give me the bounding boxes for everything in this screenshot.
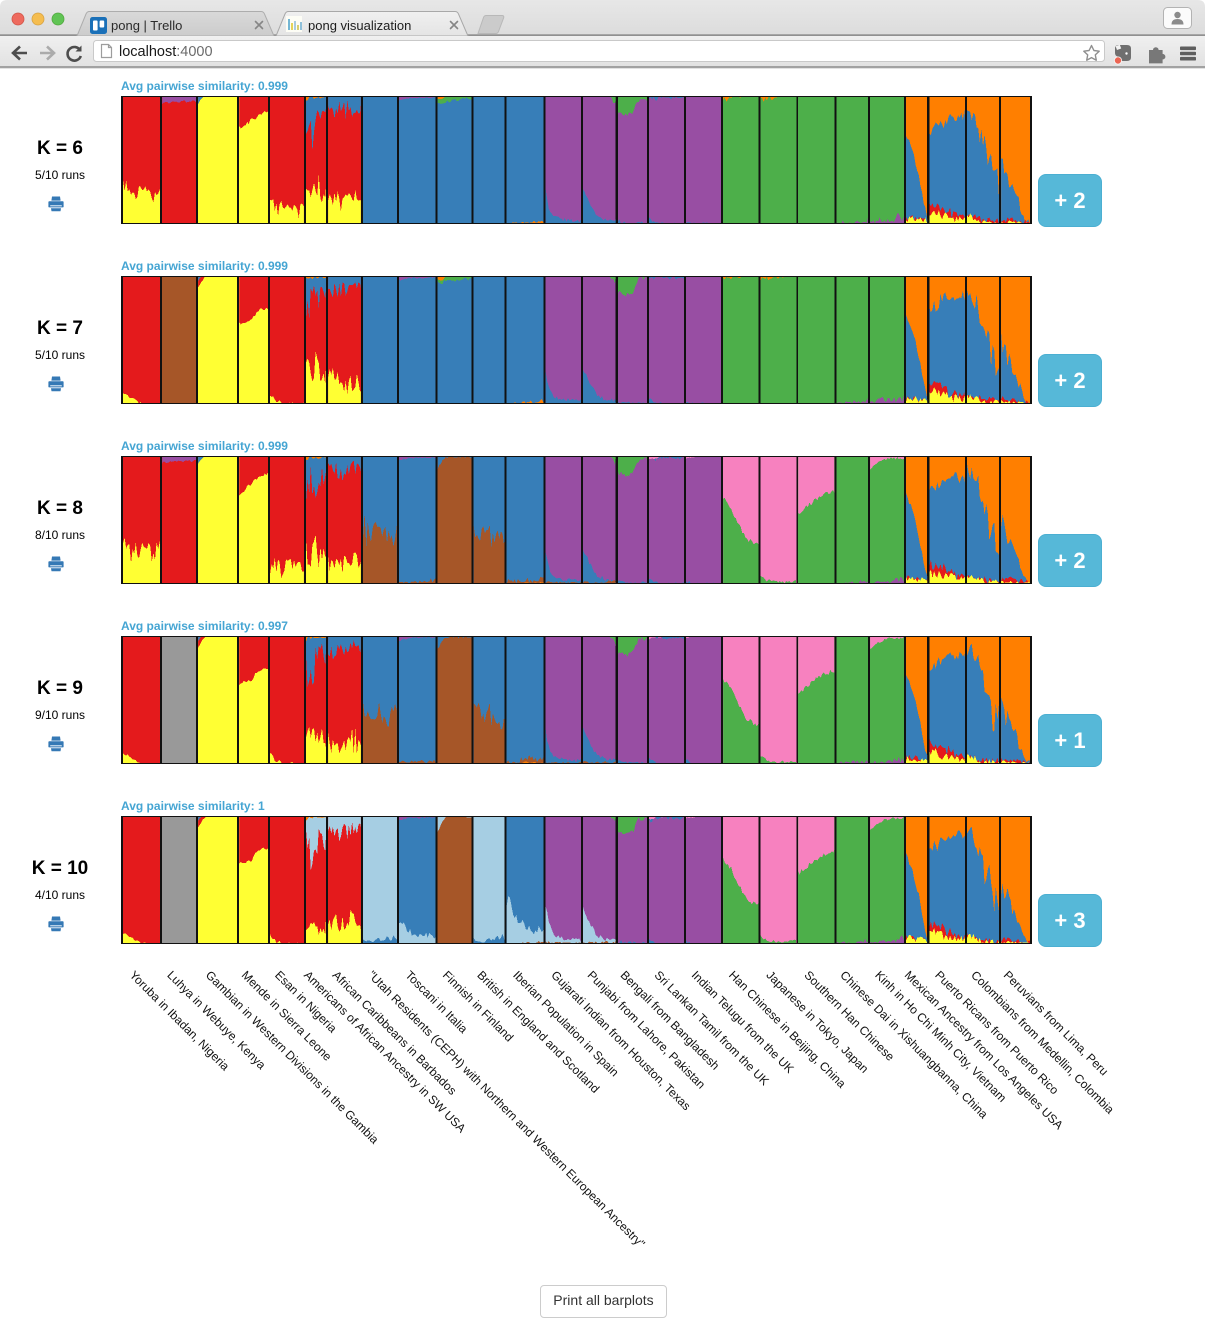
svg-text:pong | Trello: pong | Trello	[111, 18, 182, 33]
svg-text:localhost:4000: localhost:4000	[119, 44, 213, 60]
svg-text:pong visualization: pong visualization	[308, 18, 411, 33]
svg-text:"Utah Residents (CEPH) with No: "Utah Residents (CEPH) with Northern and…	[365, 968, 648, 1251]
svg-text:Chinese Dai in Xishuangbanna,: Chinese Dai in Xishuangbanna, China	[837, 968, 991, 1122]
